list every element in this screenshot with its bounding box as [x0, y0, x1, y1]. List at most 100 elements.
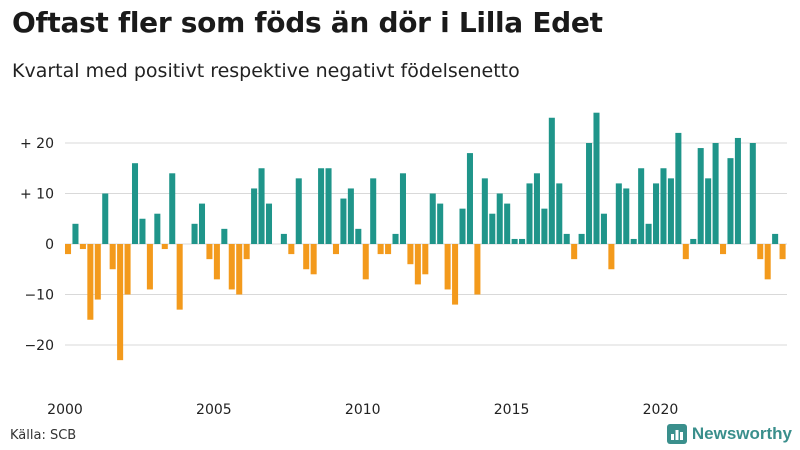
bar	[519, 238, 526, 244]
bar	[65, 244, 72, 255]
bar	[571, 244, 578, 260]
bar	[228, 244, 235, 290]
bar	[422, 244, 429, 275]
bar	[526, 183, 533, 244]
bar	[213, 244, 220, 280]
bar	[154, 213, 161, 244]
bar	[206, 244, 213, 260]
bar	[318, 168, 325, 244]
bar	[370, 178, 377, 244]
bar	[712, 143, 719, 244]
bar	[191, 223, 198, 244]
bar	[660, 168, 667, 244]
bar	[139, 218, 146, 244]
bar	[556, 183, 563, 244]
bar	[347, 188, 354, 244]
bar	[102, 193, 109, 244]
bar	[645, 223, 652, 244]
bar-chart-logo-icon	[666, 424, 687, 444]
newsworthy-logo[interactable]: Newsworthy	[666, 424, 792, 444]
bar	[385, 244, 392, 255]
bar	[608, 244, 615, 270]
bar	[295, 178, 302, 244]
bar	[541, 208, 548, 244]
bar	[600, 213, 607, 244]
bar	[593, 112, 600, 244]
bar	[578, 233, 585, 244]
bar	[586, 143, 593, 244]
bar	[705, 178, 712, 244]
bar	[258, 168, 265, 244]
bar	[720, 244, 727, 255]
bar	[481, 178, 488, 244]
bar	[362, 244, 369, 280]
brand-name: Newsworthy	[691, 424, 792, 443]
x-tick-label: 2000	[47, 402, 83, 418]
bar	[87, 244, 94, 320]
bar	[757, 244, 764, 260]
bars	[65, 112, 786, 361]
bar	[79, 244, 86, 250]
bar	[109, 244, 116, 270]
bar	[176, 244, 183, 310]
bar	[511, 238, 518, 244]
bar	[504, 203, 511, 244]
bar	[355, 228, 362, 244]
bar	[429, 193, 436, 244]
bar	[496, 193, 503, 244]
bar	[265, 203, 273, 244]
bar	[764, 244, 771, 280]
gridlines	[65, 142, 787, 346]
bar	[325, 168, 332, 244]
bar	[675, 132, 682, 244]
y-tick-label: −20	[24, 338, 54, 354]
bar	[377, 244, 384, 255]
y-tick-label: 0	[45, 237, 54, 253]
x-tick-label: 2005	[196, 402, 232, 418]
bar	[131, 163, 139, 244]
bar-chart: + 20 + 10 0 −10 −20 2000 2005 2010 2015 2020	[20, 112, 787, 418]
bar	[697, 148, 704, 244]
bar	[94, 244, 101, 300]
bar	[243, 244, 250, 260]
bar	[533, 173, 540, 244]
bar	[779, 244, 786, 260]
bar	[615, 183, 622, 244]
x-tick-label: 2015	[494, 402, 530, 418]
bar	[288, 244, 295, 255]
x-tick-label: 2020	[643, 402, 679, 418]
bar	[169, 173, 176, 244]
bar	[653, 183, 660, 244]
bar	[124, 244, 131, 295]
bar	[414, 244, 421, 285]
bar	[474, 244, 481, 295]
bar	[444, 244, 451, 290]
bar	[117, 244, 124, 361]
x-axis-ticks: 2000 2005 2010 2015 2020	[47, 402, 678, 418]
bar	[682, 244, 689, 260]
bar	[310, 244, 317, 275]
bar	[221, 228, 228, 244]
bar	[772, 233, 779, 244]
bar	[623, 188, 630, 244]
bar	[332, 244, 339, 255]
bar	[198, 203, 206, 244]
y-tick-label: + 20	[20, 136, 54, 152]
bar	[340, 198, 347, 244]
source-note: Källa: SCB	[10, 428, 77, 443]
bar	[489, 213, 496, 244]
bar	[399, 173, 406, 244]
y-tick-label: + 10	[20, 187, 54, 203]
chart-subtitle: Kvartal med positivt respektive negativt…	[12, 60, 520, 82]
bar	[690, 238, 697, 244]
chart-title: Oftast fler som föds än dör i Lilla Edet	[12, 6, 603, 39]
bar	[727, 158, 734, 244]
bar	[548, 117, 555, 244]
bar	[303, 244, 310, 270]
x-tick-label: 2010	[345, 402, 381, 418]
y-tick-label: −10	[24, 288, 54, 304]
bar	[630, 238, 637, 244]
bar	[236, 244, 243, 295]
bar	[72, 223, 79, 244]
bar	[452, 244, 459, 305]
